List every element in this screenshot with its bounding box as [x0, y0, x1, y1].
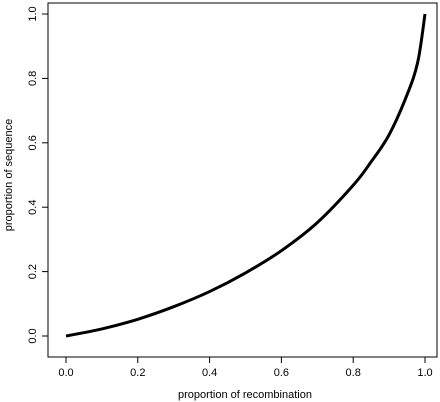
y-tick-label: 0.2 [27, 264, 39, 279]
x-tick-label: 0.0 [58, 367, 73, 379]
series-group [65, 13, 427, 338]
x-tick-label: 0.2 [130, 367, 145, 379]
series-line [65, 13, 427, 338]
x-tick-label: 1.0 [417, 367, 432, 379]
x-axis-title: proportion of recombination [178, 389, 312, 401]
x-tick-label: 0.8 [346, 367, 361, 379]
plot-frame [47, 2, 438, 358]
y-tick-label: 1.0 [27, 6, 39, 21]
y-tick-label: 0.0 [27, 328, 39, 343]
y-tick-label: 0.4 [27, 200, 39, 215]
x-ticks: 0.0 0.2 0.4 0.6 0.8 1.0 [58, 357, 433, 379]
y-axis-title: proportion of sequence [3, 119, 15, 232]
y-ticks: 0.0 0.2 0.4 0.6 0.8 1.0 [27, 6, 48, 344]
x-tick-label: 0.6 [274, 367, 289, 379]
x-tick-label: 0.4 [202, 367, 217, 379]
y-tick-label: 0.6 [27, 135, 39, 150]
y-tick-label: 0.8 [27, 71, 39, 86]
